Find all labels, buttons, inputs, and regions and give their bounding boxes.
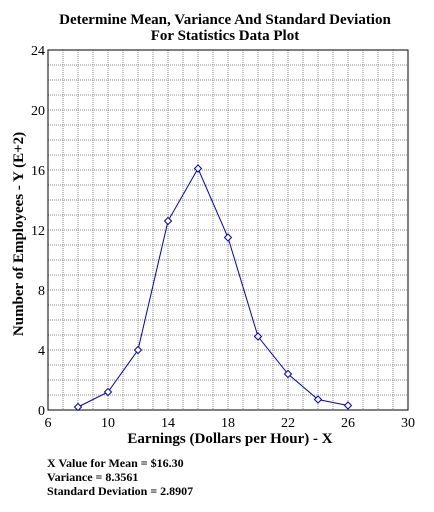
plot-frame xyxy=(47,49,409,411)
chart-title-line-1: Determine Mean, Variance And Standard De… xyxy=(59,12,391,28)
x-tick-label: 22 xyxy=(281,416,295,431)
y-tick-label: 0 xyxy=(38,404,45,419)
x-tick-label: 10 xyxy=(101,416,115,431)
y-tick-label: 16 xyxy=(31,164,45,179)
data-point-marker xyxy=(193,164,203,173)
y-tick-label: 24 xyxy=(31,44,45,59)
grid xyxy=(48,50,408,410)
data-point-marker xyxy=(313,395,323,404)
data-series xyxy=(73,164,353,412)
data-point-marker xyxy=(223,233,233,242)
data-point-marker xyxy=(133,345,143,355)
data-point-marker xyxy=(163,216,173,226)
tick-labels: 6 10 14 18 22 26 30 0 4 8 12 16 20 24 xyxy=(31,44,415,431)
x-tick-label: 26 xyxy=(341,416,355,431)
chart-title-line-2: For Statistics Data Plot xyxy=(151,28,299,44)
series-line xyxy=(77,167,349,408)
std-dev-value: Standard Deviation = 2.8907 xyxy=(47,484,194,498)
data-point-marker xyxy=(103,387,113,397)
y-axis-label: Number of Employees - Y (E+2) xyxy=(11,132,27,336)
x-tick-label: 6 xyxy=(45,416,52,431)
x-tick-label: 14 xyxy=(161,416,175,431)
y-tick-label: 4 xyxy=(38,344,45,359)
x-tick-label: 18 xyxy=(221,416,235,431)
variance-value: Variance = 8.3561 xyxy=(47,470,139,484)
y-tick-label: 20 xyxy=(31,104,45,119)
statistics-summary: X Value for Mean = $16.30 Variance = 8.3… xyxy=(47,456,193,498)
data-point-marker xyxy=(253,332,263,341)
x-tick-label: 30 xyxy=(401,416,415,431)
data-point-marker xyxy=(73,402,83,412)
mean-value: X Value for Mean = $16.30 xyxy=(47,456,184,470)
y-tick-label: 8 xyxy=(38,284,45,299)
data-point-marker xyxy=(343,401,353,410)
x-axis-label: Earnings (Dollars per Hour) - X xyxy=(127,431,332,447)
data-point-marker xyxy=(283,369,293,379)
y-tick-label: 12 xyxy=(31,224,45,239)
